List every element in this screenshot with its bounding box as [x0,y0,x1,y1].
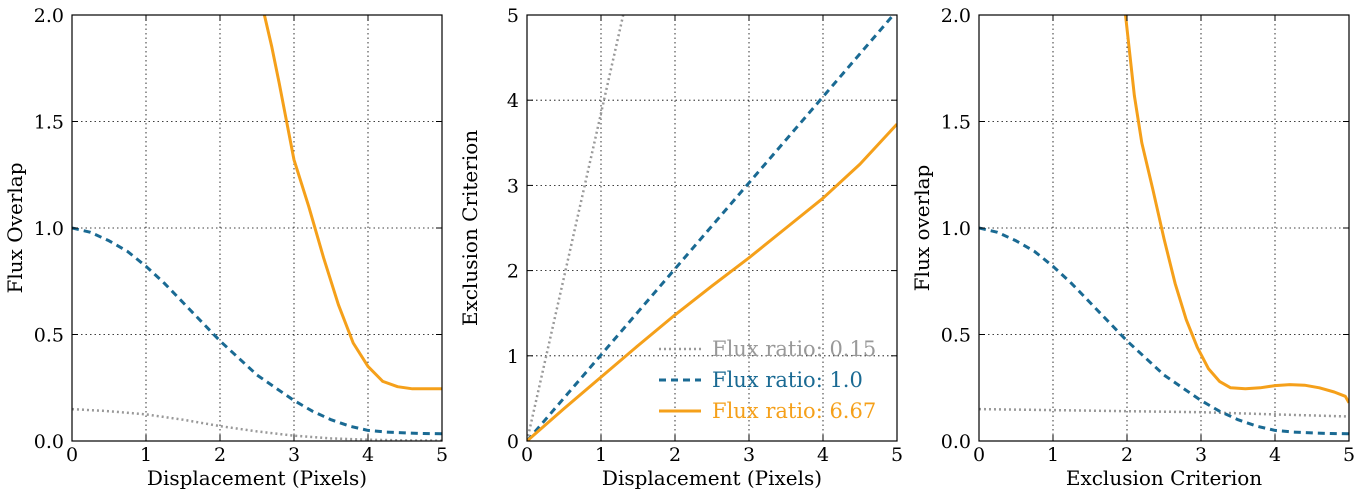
series-line-2 [1124,15,1349,404]
x-tick-label: 1 [1047,444,1059,466]
flux-overlap-vs-displacement-panel: 0 1 2 3 4 5 0.0 0.5 1.0 1.5 2.0 Displacement (Pixel… [3,5,448,490]
x-tick-label: 5 [891,444,903,466]
series-line-2 [527,123,897,441]
y-tick-label: 1.5 [34,112,64,134]
flux-overlap-vs-exclusion-criterion-panel: 0 1 2 3 4 5 0.0 0.5 1.0 1.5 2.0 Exclusion Criterion… [910,5,1355,490]
y-axis-label: Flux Overlap [3,162,27,293]
series-line-1 [979,226,1349,436]
series-line-1 [72,226,442,436]
y-axis-label: Flux overlap [910,165,934,292]
y-tick-label: 5 [507,5,519,27]
x-tick-label: 1 [595,444,607,466]
x-tick-label: 2 [669,444,681,466]
x-tick-label: 5 [1343,444,1355,466]
series-group [72,15,442,441]
x-tick-label: 3 [743,444,755,466]
grid [71,14,443,442]
y-tick-label: 0.5 [34,325,64,347]
legend-label-flux-ratio-0-15: Flux ratio: 0.15 [712,337,876,361]
series-group [979,15,1349,436]
series-line-0 [72,407,442,441]
exclusion-criterion-vs-displacement-panel: 0 1 2 3 4 5 0 1 2 3 4 5 Displacement (Pixels) Exclusi… [458,5,903,490]
x-axis-label: Exclusion Criterion [1066,466,1262,490]
y-tick-label: 1.0 [941,218,971,240]
y-tick-label: 1 [507,346,519,368]
y-tick-label: 0.5 [941,325,971,347]
plot-frame [526,14,898,442]
legend-label-flux-ratio-6-67: Flux ratio: 6.67 [712,399,876,423]
series-line-0 [527,15,625,441]
series-line-0 [979,407,1349,418]
y-tick-label: 1.0 [34,218,64,240]
x-tick-label: 5 [436,444,448,466]
legend-label-flux-ratio-1-0: Flux ratio: 1.0 [712,368,863,392]
grid [978,14,1350,442]
x-tick-label: 0 [521,444,533,466]
x-tick-label: 0 [66,444,78,466]
legend: Flux ratio: 0.15 Flux ratio: 1.0 Flux rati… [659,337,876,423]
y-tick-label: 2.0 [34,5,64,27]
y-tick-label: 0 [507,431,519,453]
x-axis-label: Displacement (Pixels) [147,466,367,490]
x-tick-label: 4 [362,444,374,466]
y-tick-label: 1.5 [941,112,971,134]
y-tick-label: 4 [507,90,519,112]
x-tick-label: 2 [214,444,226,466]
series-line-2 [262,15,442,391]
y-tick-label: 0.0 [34,431,64,453]
x-tick-label: 3 [1195,444,1207,466]
y-tick-label: 3 [507,175,519,197]
x-tick-label: 4 [1269,444,1281,466]
series-line-1 [527,15,896,441]
y-axis-label: Exclusion Criterion [458,130,482,326]
x-tick-label: 1 [140,444,152,466]
y-tick-label: 2 [507,261,519,283]
x-tick-label: 3 [288,444,300,466]
x-axis-label: Displacement (Pixels) [602,466,822,490]
y-tick-label: 0.0 [941,431,971,453]
y-tick-label: 2.0 [941,5,971,27]
x-tick-label: 0 [973,444,985,466]
x-tick-label: 4 [817,444,829,466]
x-tick-label: 2 [1121,444,1133,466]
series-group [527,15,897,441]
